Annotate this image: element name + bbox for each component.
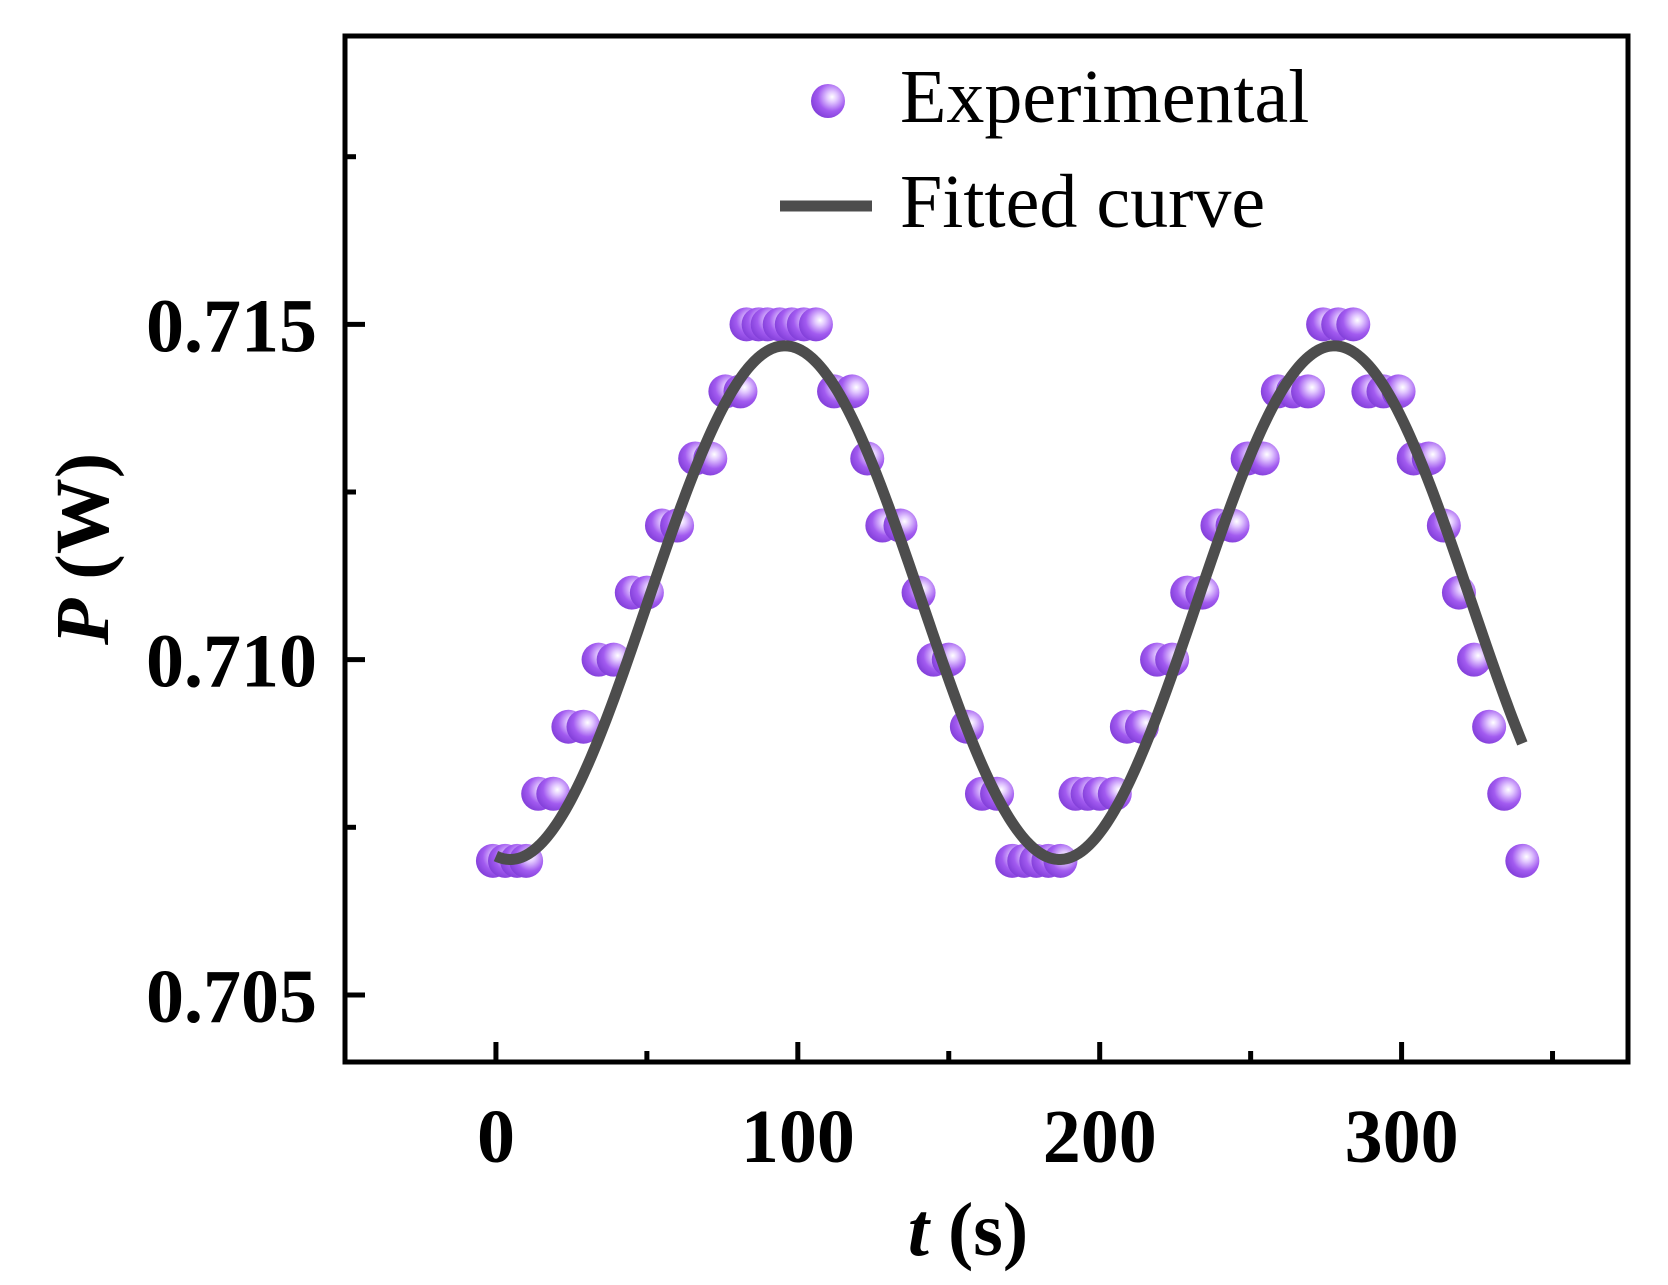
- y-tick-label: 0.705: [146, 955, 317, 1039]
- x-axis-symbol: t: [908, 1188, 932, 1272]
- x-axis-unit: (s): [929, 1188, 1028, 1272]
- y-tick-labels: 0.705 0.710 0.715: [146, 284, 317, 1039]
- experimental-point: [1487, 776, 1522, 811]
- x-tick-label: 200: [1043, 1095, 1157, 1179]
- legend: Experimental Fitted curve: [780, 55, 1309, 244]
- legend-label-experimental: Experimental: [900, 55, 1309, 139]
- legend-label-fitted: Fitted curve: [900, 160, 1265, 244]
- x-axis-title: t (s): [908, 1188, 1028, 1272]
- experimental-point: [536, 776, 571, 811]
- y-tick-label: 0.710: [146, 620, 317, 704]
- experimental-point: [1336, 307, 1371, 342]
- legend-marker-experimental: [811, 84, 845, 118]
- experimental-point: [798, 307, 833, 342]
- y-axis-title: P (W): [41, 453, 125, 646]
- experimental-point: [566, 709, 601, 744]
- experimental-point: [1291, 374, 1326, 409]
- x-tick-label: 100: [741, 1095, 855, 1179]
- x-tick-label: 300: [1345, 1095, 1459, 1179]
- y-axis-symbol: P: [41, 598, 125, 646]
- experimental-point: [1472, 709, 1507, 744]
- y-axis-unit: (W): [41, 453, 125, 599]
- experimental-point: [1505, 843, 1540, 878]
- tick-marks: [345, 154, 1556, 1062]
- x-tick-labels: 0 100 200 300: [477, 1095, 1459, 1179]
- experimental-points: [475, 307, 1540, 878]
- plot-frame: [342, 33, 1631, 1065]
- x-tick-label: 0: [477, 1095, 515, 1179]
- y-tick-label: 0.715: [146, 284, 317, 368]
- fitted-curve-line: [493, 340, 1528, 865]
